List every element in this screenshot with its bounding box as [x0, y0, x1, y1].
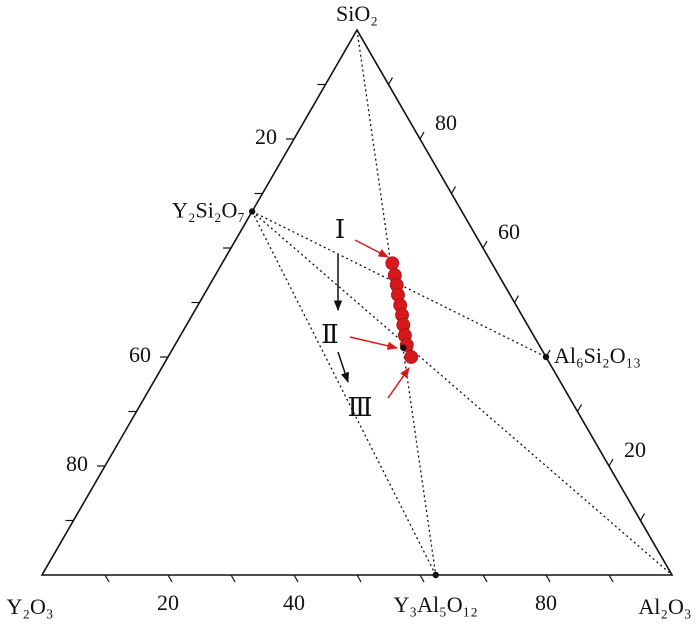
- tick-label: 80: [435, 110, 457, 135]
- tick-mark: [167, 574, 173, 583]
- tie-line: [251, 211, 437, 576]
- tick-mark: [387, 77, 394, 85]
- tick-mark: [356, 574, 362, 583]
- compound-label: Y₂O₃: [6, 594, 53, 619]
- tick-mark: [608, 574, 614, 583]
- tick-mark: [545, 349, 551, 358]
- tick-mark: [450, 186, 457, 194]
- tick-mark: [513, 295, 520, 303]
- annotation: Ⅱ: [321, 320, 339, 349]
- red-arrow: [349, 336, 399, 350]
- tick-mark: [482, 574, 488, 583]
- red-arrow: [387, 367, 410, 399]
- tick-label: 60: [129, 342, 151, 367]
- tick-label: 20: [624, 437, 646, 462]
- tick-mark: [419, 574, 425, 583]
- tick-label: 80: [66, 451, 88, 476]
- marker-point: [400, 344, 407, 351]
- tie-line: [251, 210, 673, 576]
- tick-label: 60: [498, 219, 520, 244]
- annotation: Ⅰ: [335, 215, 345, 244]
- tick-mark: [545, 574, 551, 583]
- arrow: [337, 351, 349, 383]
- compound-label: Y₃Al₅O₁₂: [394, 592, 478, 617]
- data-point: [404, 350, 419, 364]
- compound-label: Al₆Si₂O₁₃: [554, 343, 641, 368]
- tick-label: 20: [255, 124, 277, 149]
- compound-label: SiO₂: [336, 1, 378, 26]
- compound-label: Al₂O₃: [638, 594, 691, 619]
- tick-mark: [639, 513, 646, 521]
- tick-mark: [419, 131, 425, 140]
- tick-label: 20: [157, 590, 179, 615]
- tick-mark: [230, 574, 236, 583]
- tick-mark: [104, 574, 110, 583]
- tick-label: 40: [283, 590, 305, 615]
- tick-mark: [608, 458, 614, 467]
- tick-label: 80: [535, 590, 557, 615]
- data-point: [385, 256, 400, 271]
- red-arrow: [354, 239, 389, 258]
- tick-mark: [293, 574, 299, 583]
- tick-mark: [482, 240, 488, 249]
- annotation: Ⅲ: [347, 393, 372, 422]
- compound-label: Y₂Si₂O₇: [172, 198, 245, 223]
- tick-mark: [576, 404, 583, 412]
